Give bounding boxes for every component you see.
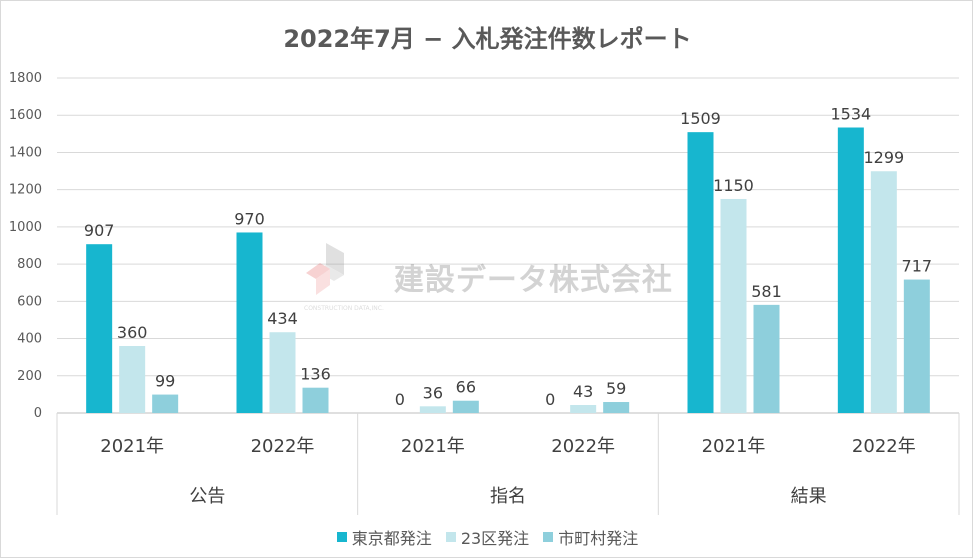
data-label: 1150 — [713, 176, 754, 195]
x-category-label: 2021年 — [401, 436, 465, 457]
legend-item: 市町村発注 — [543, 525, 638, 549]
bar — [119, 346, 146, 413]
bar — [152, 394, 179, 413]
bar — [870, 171, 897, 413]
data-label: 0 — [395, 390, 405, 409]
x-group-label: 指名 — [490, 486, 526, 507]
legend-swatch — [543, 532, 554, 542]
y-tick-label: 1600 — [9, 108, 42, 123]
data-label: 1299 — [863, 148, 904, 167]
bar — [603, 402, 630, 413]
watermark-subtext: CONSTRUCTION DATA,INC. — [304, 305, 384, 312]
bar — [903, 279, 930, 413]
bar — [86, 244, 113, 413]
x-group-label: 結果 — [791, 486, 827, 507]
y-tick-label: 1200 — [9, 183, 42, 198]
y-tick-label: 1800 — [9, 71, 42, 86]
bar — [236, 232, 263, 413]
data-label: 717 — [902, 257, 933, 276]
data-label: 43 — [573, 382, 593, 401]
legend-label: 東京都発注 — [351, 529, 432, 548]
bar — [452, 400, 479, 413]
bar — [302, 387, 329, 413]
company-logo: CONSTRUCTION DATA,INC. — [304, 241, 384, 312]
x-category-label: 2021年 — [100, 436, 164, 457]
y-tick-label: 600 — [17, 294, 42, 309]
bar — [570, 404, 597, 413]
data-label: 66 — [456, 378, 476, 397]
chart-legend: 東京都発注 23区発注 市町村発注 — [1, 525, 973, 549]
legend-swatch — [336, 532, 347, 542]
data-label: 1534 — [830, 105, 871, 124]
company-watermark: CONSTRUCTION DATA,INC. 建設データ株式会社 — [304, 241, 673, 312]
watermark-text: 建設データ株式会社 — [393, 262, 673, 298]
bar — [419, 406, 446, 413]
y-tick-label: 800 — [17, 257, 42, 272]
x-category-label: 2021年 — [702, 436, 766, 457]
bar — [720, 198, 747, 413]
data-label: 59 — [606, 379, 626, 398]
x-category-label: 2022年 — [852, 436, 916, 457]
bar — [269, 332, 296, 413]
data-label: 0 — [545, 390, 555, 409]
data-label: 360 — [117, 323, 148, 342]
x-category-label: 2022年 — [551, 436, 615, 457]
data-label: 970 — [234, 209, 265, 228]
y-tick-label: 1400 — [9, 145, 42, 160]
y-tick-label: 200 — [17, 369, 42, 384]
legend-label: 23区発注 — [460, 529, 530, 548]
bar — [837, 127, 864, 413]
chart-title: 2022年7月 − 入札発注件数レポート — [283, 25, 692, 53]
y-tick-label: 0 — [34, 406, 42, 421]
data-label: 434 — [267, 309, 298, 328]
legend-item: 東京都発注 — [336, 525, 432, 549]
legend-swatch — [445, 532, 456, 542]
data-label: 581 — [751, 282, 782, 301]
data-label: 907 — [84, 221, 115, 240]
bar — [687, 132, 714, 414]
legend-item: 23区発注 — [445, 525, 530, 549]
data-label: 136 — [300, 365, 331, 384]
legend-label: 市町村発注 — [558, 529, 639, 548]
x-group-label: 公告 — [189, 486, 225, 507]
y-tick-label: 400 — [17, 332, 42, 347]
bar — [753, 304, 780, 413]
data-label: 1509 — [680, 109, 721, 128]
data-label: 99 — [155, 372, 175, 391]
data-label: 36 — [423, 383, 443, 402]
x-category-label: 2022年 — [251, 436, 315, 457]
y-tick-label: 1000 — [9, 220, 42, 235]
